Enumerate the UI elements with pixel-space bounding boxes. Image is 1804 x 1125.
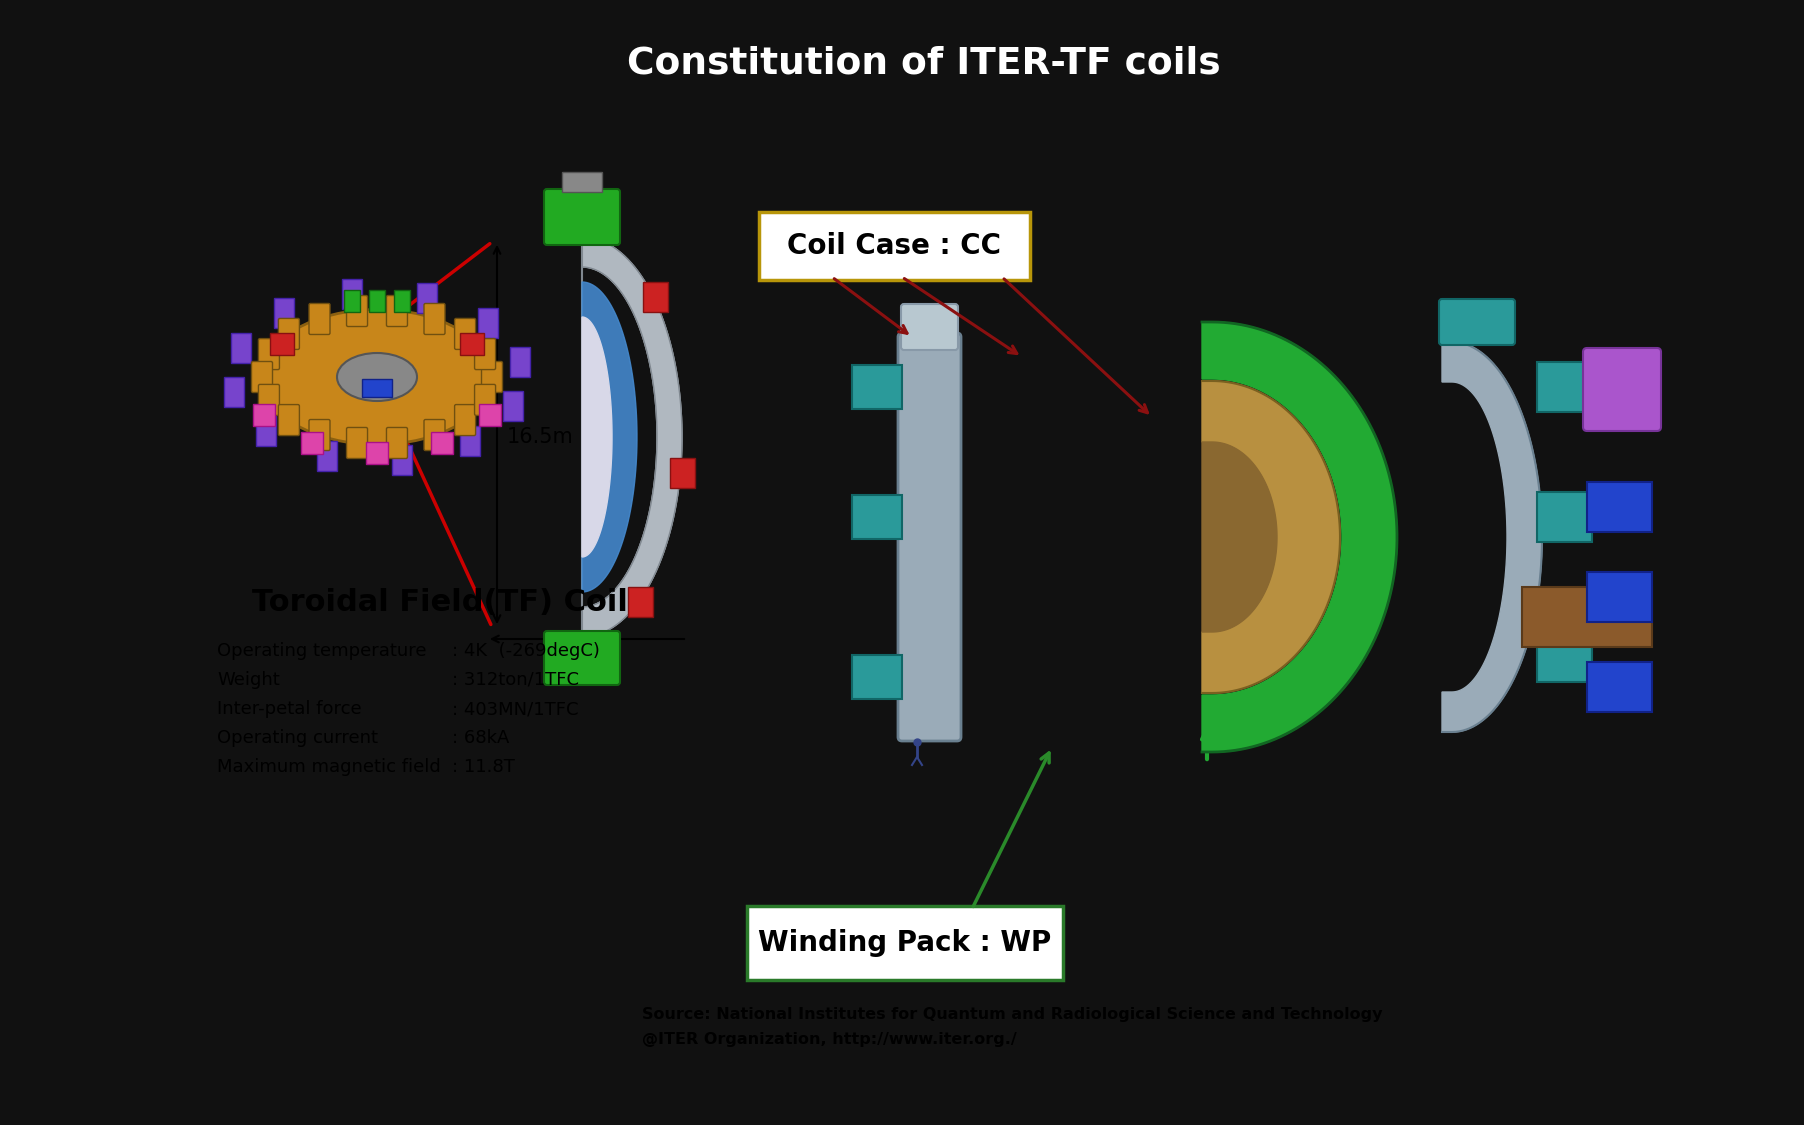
FancyBboxPatch shape (251, 361, 272, 393)
Bar (671, 458, 695, 487)
Polygon shape (1201, 322, 1396, 752)
Polygon shape (583, 237, 682, 637)
Text: Coil Case : CC: Coil Case : CC (788, 232, 1001, 260)
FancyBboxPatch shape (455, 405, 476, 435)
Ellipse shape (262, 309, 492, 444)
Bar (224, 377, 244, 406)
Text: Maximum magnetic field: Maximum magnetic field (216, 758, 440, 776)
Text: : 68kA: : 68kA (453, 729, 509, 747)
FancyBboxPatch shape (424, 304, 446, 334)
Text: Source: National Institutes for Quantum and Radiological Science and Technology: Source: National Institutes for Quantum … (642, 1007, 1382, 1022)
Bar (851, 655, 902, 699)
Bar (478, 404, 500, 426)
Polygon shape (1201, 381, 1340, 693)
Bar (460, 426, 480, 457)
Text: @ITER Organization, http://www.iter.org./: @ITER Organization, http://www.iter.org.… (642, 1032, 1017, 1047)
Bar (231, 333, 251, 363)
Bar (417, 284, 437, 313)
Bar (1537, 492, 1591, 542)
Text: 9m: 9m (565, 652, 599, 672)
Bar (256, 416, 276, 446)
FancyBboxPatch shape (898, 333, 962, 741)
FancyBboxPatch shape (258, 339, 280, 370)
Text: Inter-petal force: Inter-petal force (216, 700, 361, 718)
FancyBboxPatch shape (545, 631, 621, 685)
FancyBboxPatch shape (1582, 348, 1661, 431)
FancyBboxPatch shape (386, 296, 408, 326)
FancyBboxPatch shape (308, 420, 330, 450)
FancyBboxPatch shape (545, 189, 621, 245)
Bar (1537, 632, 1591, 682)
Bar (644, 282, 669, 312)
Bar (431, 432, 453, 453)
FancyBboxPatch shape (278, 318, 299, 350)
FancyBboxPatch shape (386, 428, 408, 459)
Bar (366, 442, 388, 463)
Bar (851, 495, 902, 539)
FancyBboxPatch shape (424, 420, 446, 450)
Bar (563, 172, 603, 192)
Text: Operating temperature: Operating temperature (216, 642, 426, 660)
Text: : 403MN/1TFC: : 403MN/1TFC (453, 700, 579, 718)
Bar (393, 290, 410, 312)
Bar (341, 279, 363, 309)
FancyBboxPatch shape (278, 405, 299, 435)
Bar (391, 444, 411, 475)
Text: Winding Pack : WP: Winding Pack : WP (758, 929, 1052, 957)
Polygon shape (583, 317, 612, 557)
Text: Operating current: Operating current (216, 729, 379, 747)
FancyBboxPatch shape (455, 318, 476, 350)
Bar (363, 379, 391, 397)
Bar (1523, 587, 1652, 647)
Bar (478, 308, 498, 337)
Bar (460, 333, 483, 354)
FancyBboxPatch shape (346, 296, 368, 326)
Text: : 4K  (-269degC): : 4K (-269degC) (453, 642, 601, 660)
Bar (1537, 362, 1591, 412)
Text: Toroidal Field(TF) Coil: Toroidal Field(TF) Coil (253, 588, 628, 616)
Bar (271, 333, 294, 354)
Bar (511, 348, 530, 377)
Text: : 312ton/1TFC: : 312ton/1TFC (453, 670, 579, 688)
FancyBboxPatch shape (308, 304, 330, 334)
Ellipse shape (337, 353, 417, 400)
Text: : 11.8T: : 11.8T (453, 758, 514, 776)
Text: Weight: Weight (216, 670, 280, 688)
Bar (628, 587, 653, 618)
Bar (318, 441, 337, 471)
FancyBboxPatch shape (482, 361, 503, 393)
FancyBboxPatch shape (474, 339, 496, 370)
Bar (253, 404, 276, 426)
Polygon shape (583, 282, 637, 592)
Bar (274, 298, 294, 327)
FancyBboxPatch shape (900, 304, 958, 350)
FancyBboxPatch shape (1440, 299, 1515, 345)
Bar (345, 290, 361, 312)
Bar (1588, 572, 1652, 622)
Bar (370, 290, 384, 312)
Polygon shape (1201, 442, 1277, 632)
Bar (503, 390, 523, 421)
Bar (1588, 482, 1652, 532)
Polygon shape (1441, 342, 1542, 732)
FancyBboxPatch shape (258, 385, 280, 415)
Bar (1588, 662, 1652, 712)
Text: 16.5m: 16.5m (507, 428, 574, 447)
FancyBboxPatch shape (474, 385, 496, 415)
Text: Constitution of ITER-TF coils: Constitution of ITER-TF coils (628, 46, 1221, 82)
FancyBboxPatch shape (346, 428, 368, 459)
FancyBboxPatch shape (759, 212, 1030, 280)
Bar (851, 364, 902, 410)
FancyBboxPatch shape (747, 906, 1063, 980)
Bar (301, 432, 323, 453)
